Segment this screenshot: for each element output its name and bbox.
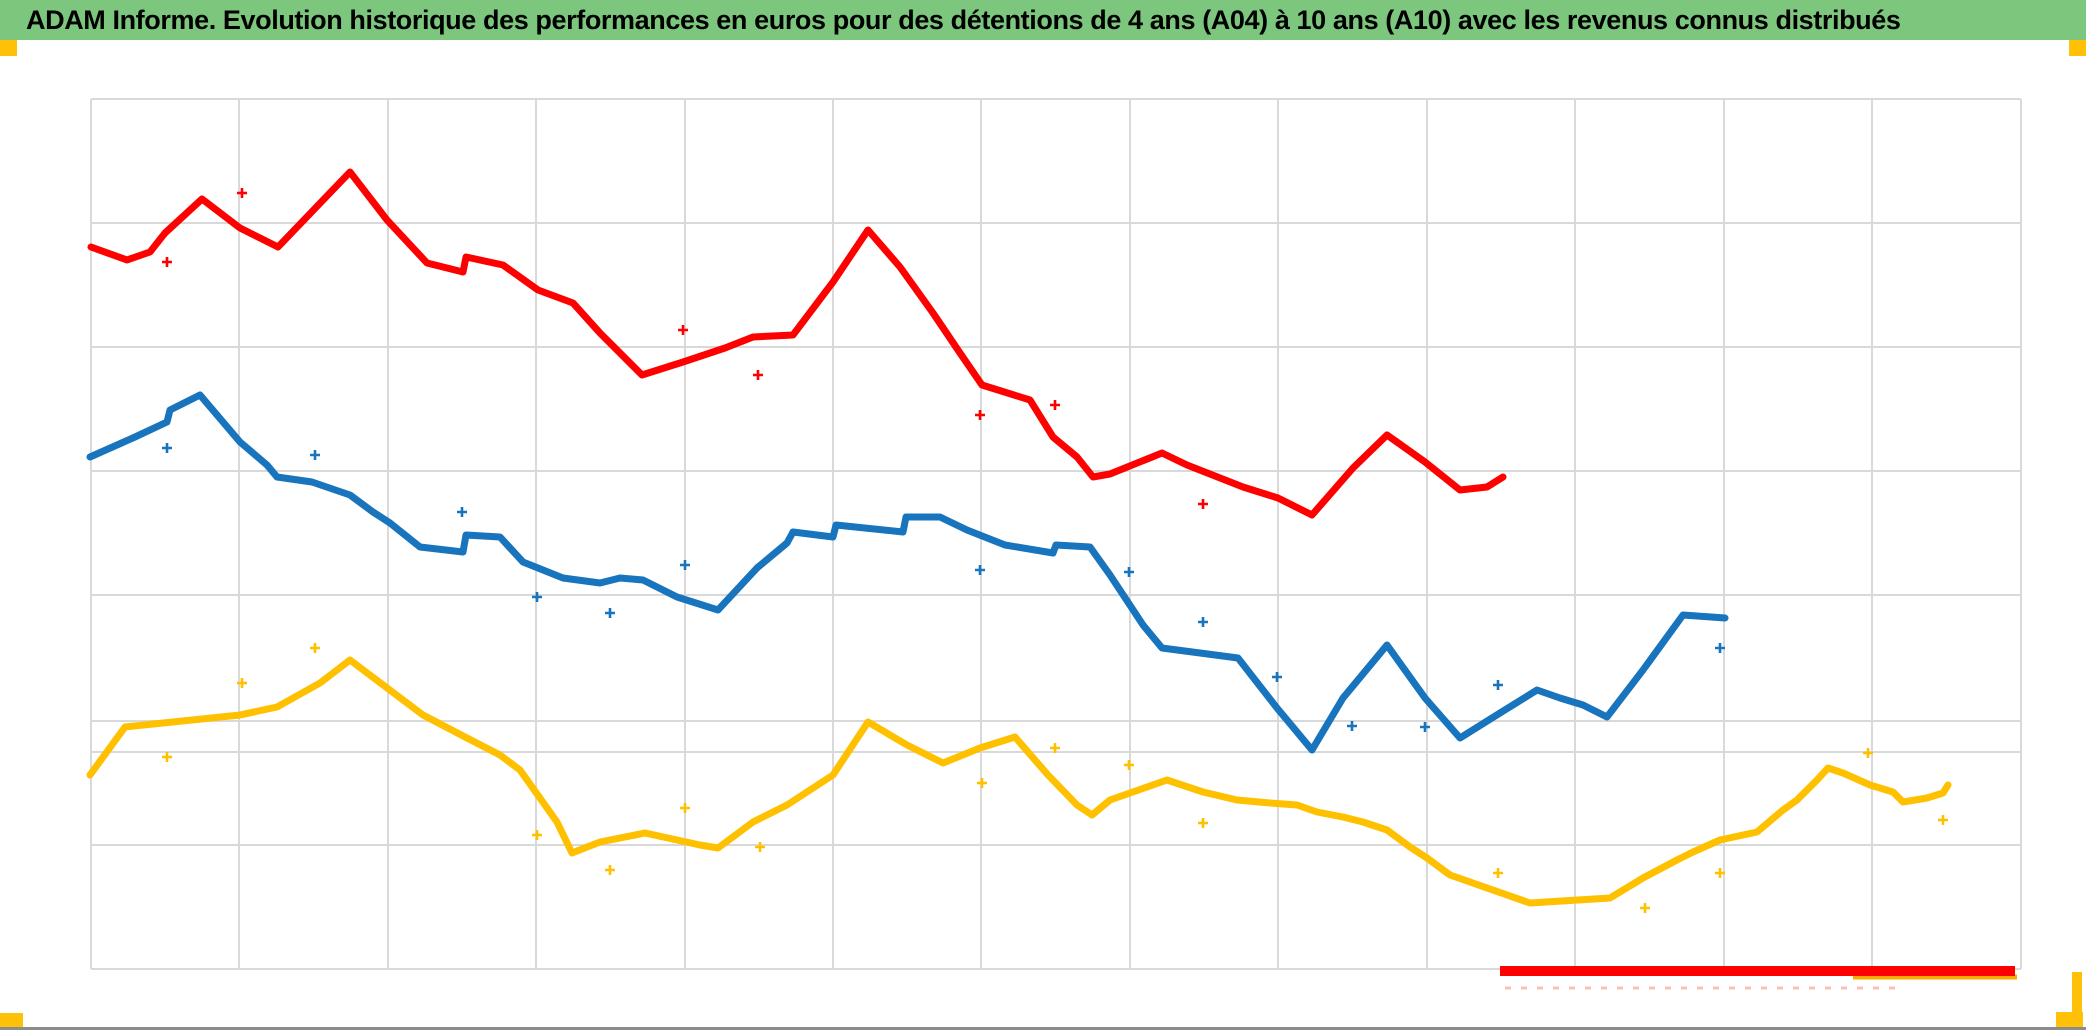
page-title: ADAM Informe. Evolution historique des p… xyxy=(26,4,1901,35)
bottom-divider xyxy=(0,1027,2086,1030)
corner-accent-bottom-left xyxy=(0,1013,23,1029)
corner-accent-top-left xyxy=(0,40,17,56)
corner-accent-bottom-right xyxy=(2056,1012,2083,1028)
series-yellow-plus-markers xyxy=(162,643,1948,913)
series-red-plus-markers xyxy=(162,188,1208,509)
series-blue-line xyxy=(86,391,1729,754)
title-bar: ADAM Informe. Evolution historique des p… xyxy=(0,0,2086,40)
series-yellow-line xyxy=(86,656,1952,907)
right-edge-accent-bar xyxy=(2072,972,2082,1014)
corner-accent-top-right xyxy=(2069,40,2086,56)
series-blue-plus-markers xyxy=(162,443,1725,732)
series-red-line xyxy=(87,168,1507,519)
